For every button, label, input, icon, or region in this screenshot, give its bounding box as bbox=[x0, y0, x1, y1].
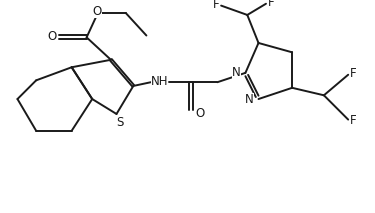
Text: N: N bbox=[232, 66, 241, 79]
Text: S: S bbox=[116, 116, 123, 129]
Text: O: O bbox=[93, 5, 102, 18]
Text: N: N bbox=[245, 93, 254, 106]
Text: O: O bbox=[195, 107, 204, 120]
Text: F: F bbox=[268, 0, 274, 9]
Text: O: O bbox=[48, 30, 57, 43]
Text: NH: NH bbox=[151, 75, 168, 88]
Text: F: F bbox=[213, 0, 219, 11]
Text: F: F bbox=[350, 114, 357, 127]
Text: F: F bbox=[350, 67, 357, 80]
